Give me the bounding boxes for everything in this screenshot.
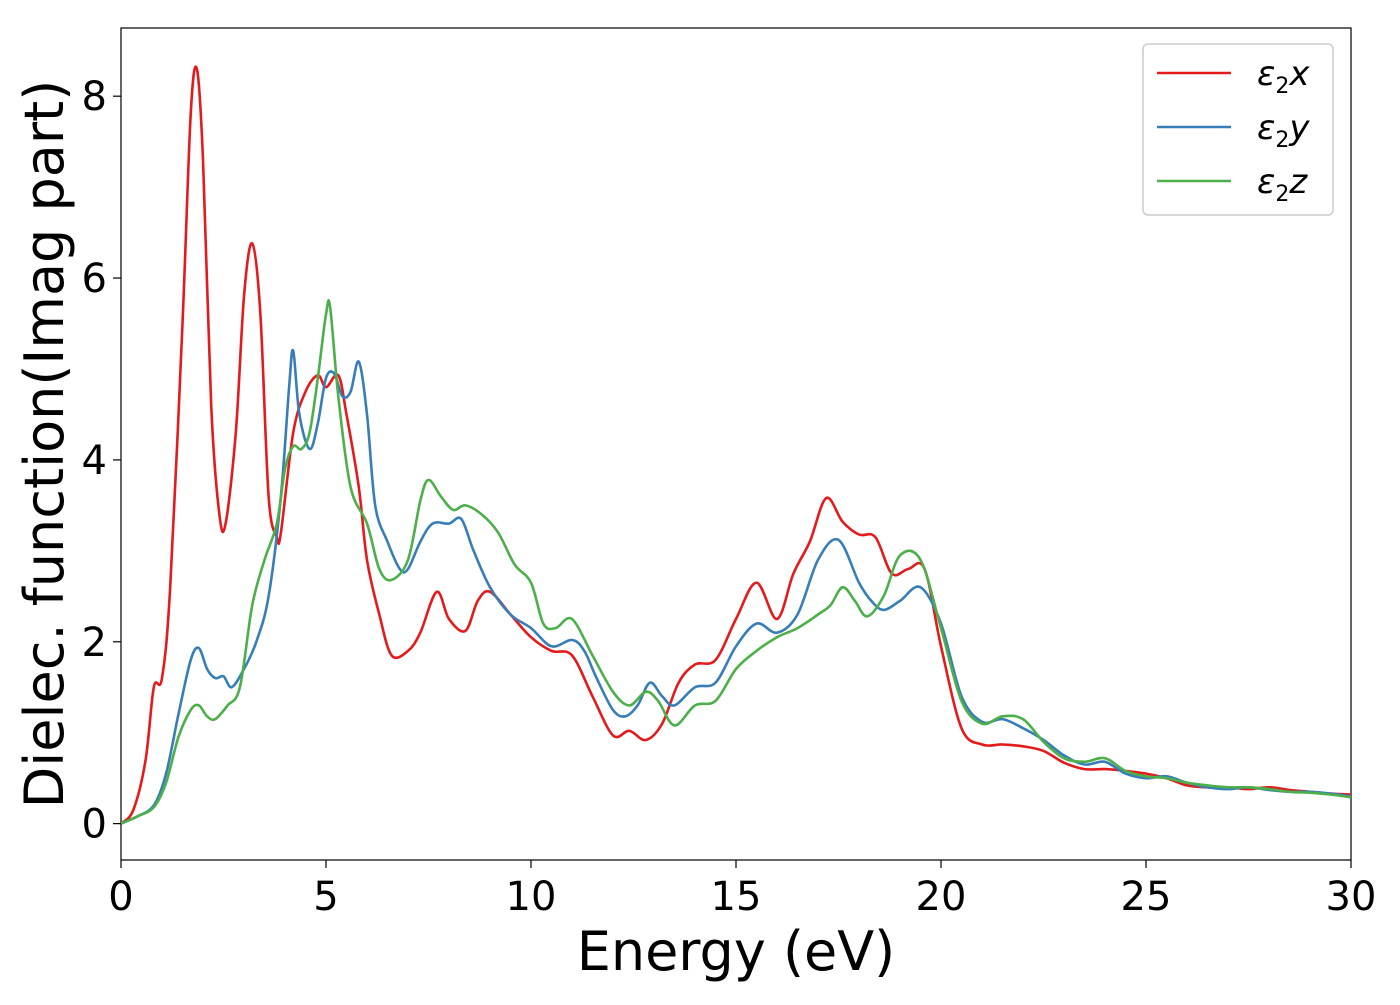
y-axis-label: Dielec. function(Imag part): [13, 80, 76, 809]
x-tick-label: 15: [711, 874, 762, 920]
series-line-z: [121, 299, 1351, 825]
x-tick-label: 0: [108, 874, 133, 920]
series-line-y: [121, 348, 1351, 825]
x-tick-label: 30: [1326, 874, 1377, 920]
x-axis-ticks: 0 5 10 15 20 25 30: [108, 860, 1376, 920]
y-tick-label: 2: [82, 620, 107, 666]
y-tick-label: 8: [82, 74, 107, 120]
legend-label-y: ε2y: [1257, 108, 1310, 153]
x-tick-label: 20: [916, 874, 967, 920]
y-tick-label: 4: [82, 438, 107, 484]
y-axis-ticks: 0 2 4 6 8: [82, 74, 121, 848]
x-tick-label: 5: [313, 874, 338, 920]
y-tick-label: 6: [82, 256, 107, 302]
legend-label-z: ε2z: [1257, 162, 1308, 207]
legend-label-x: ε2x: [1257, 54, 1310, 99]
legend: ε2x ε2y ε2z: [1142, 43, 1334, 216]
series-line-x: [121, 65, 1351, 825]
y-tick-label: 0: [82, 802, 107, 848]
x-tick-label: 25: [1121, 874, 1172, 920]
x-axis-label: Energy (eV): [577, 920, 896, 983]
legend-box: [1142, 43, 1334, 216]
series-lines: [121, 65, 1351, 825]
x-tick-label: 10: [506, 874, 557, 920]
